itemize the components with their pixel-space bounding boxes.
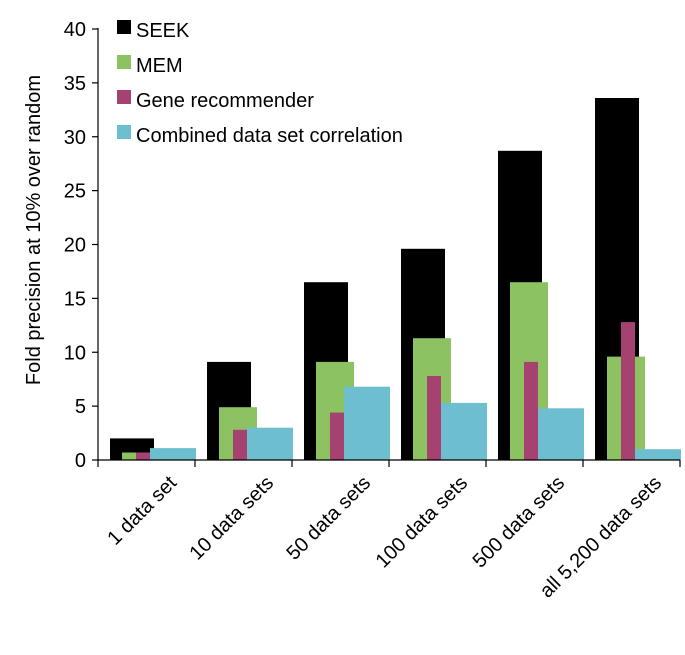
y-tick-label: 20	[64, 235, 86, 257]
y-tick-label: 25	[64, 181, 86, 203]
bar-combined-data-set-correlation-50-data-sets	[344, 386, 390, 460]
bar-gene-recommender-100-data-sets	[427, 376, 441, 460]
bar-combined-data-set-correlation-1-data-set	[150, 448, 196, 460]
x-tick-label-100-data-sets: 100 data sets	[372, 472, 472, 572]
x-tick-label-500-data-sets: 500 data sets	[469, 472, 569, 572]
y-tick-label: 15	[64, 288, 86, 310]
legend-label-seek: SEEK	[136, 20, 190, 42]
bar-gene-recommender-1-data-set	[136, 452, 150, 460]
bars-group	[110, 98, 681, 461]
bar-gene-recommender-all-5-200-data-sets	[621, 322, 635, 460]
bar-gene-recommender-500-data-sets	[524, 361, 538, 460]
y-tick-label: 10	[64, 342, 86, 364]
x-tick-label-1-data-set: 1 data set	[103, 472, 181, 550]
legend-swatch-gene-recommender	[117, 90, 131, 104]
y-tick-label: 35	[64, 73, 86, 95]
y-tick-label: 5	[75, 396, 86, 418]
y-axis-label: Fold precision at 10% over random	[23, 75, 45, 385]
legend: SEEK MEM Gene recommender Combined data set…	[117, 20, 403, 147]
legend-swatch-seek	[117, 20, 131, 34]
y-tick-label: 40	[64, 19, 86, 41]
legend-swatch-mem	[117, 55, 131, 69]
legend-swatch-combined-data-set-correlation	[117, 125, 131, 139]
y-tick-label: 0	[75, 450, 86, 472]
bar-gene-recommender-10-data-sets	[233, 429, 247, 460]
x-tick-label-10-data-sets: 10 data sets	[185, 472, 278, 565]
legend-label-mem: MEM	[136, 55, 183, 77]
bar-combined-data-set-correlation-100-data-sets	[441, 402, 487, 460]
legend-label-gene-recommender: Gene recommender	[136, 90, 314, 112]
bar-combined-data-set-correlation-all-5-200-data-sets	[635, 449, 681, 460]
x-tick-label-50-data-sets: 50 data sets	[282, 472, 375, 565]
bar-combined-data-set-correlation-500-data-sets	[538, 408, 584, 460]
legend-label-combined-data-set-correlation: Combined data set correlation	[136, 125, 403, 147]
y-tick-label: 30	[64, 127, 86, 149]
bar-gene-recommender-50-data-sets	[330, 412, 344, 460]
bar-combined-data-set-correlation-10-data-sets	[247, 427, 293, 460]
